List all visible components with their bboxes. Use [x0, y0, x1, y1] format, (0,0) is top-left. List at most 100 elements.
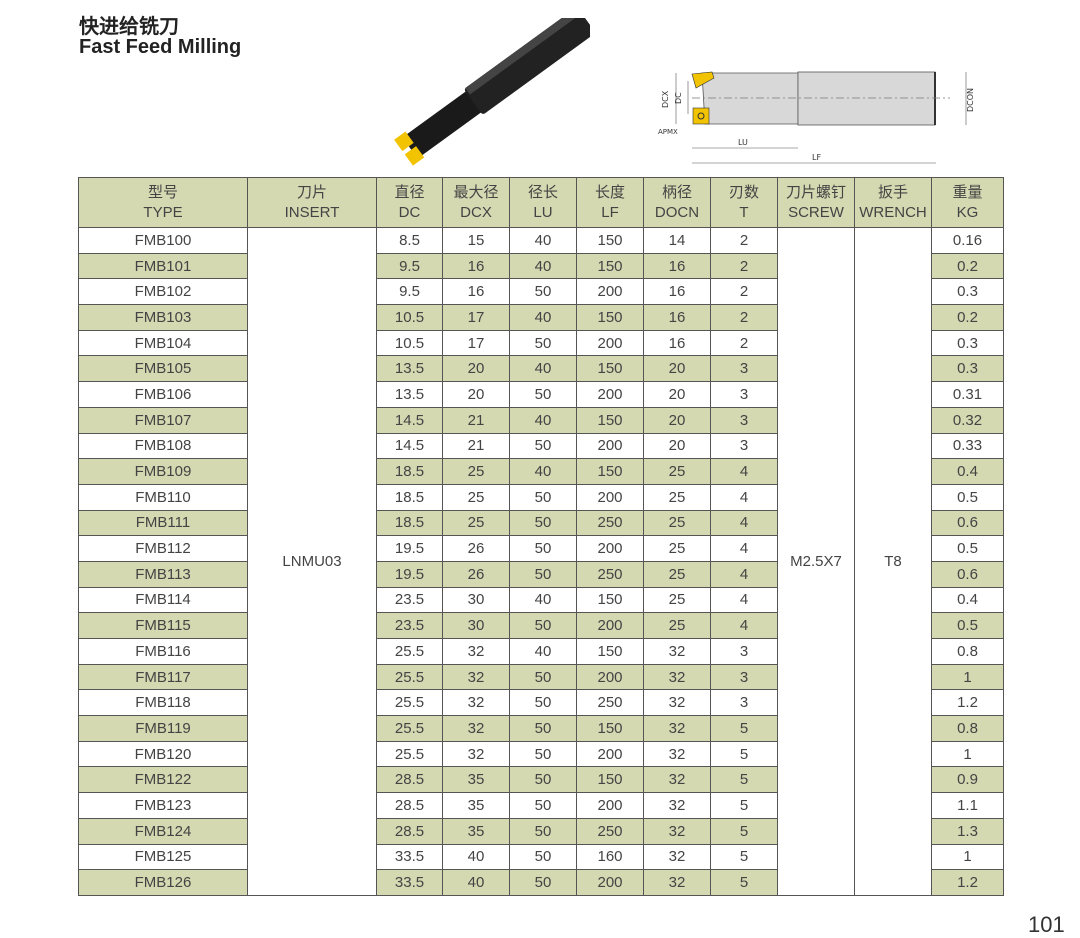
type-cell: FMB101: [78, 252, 248, 280]
column-header-en: T: [739, 203, 749, 221]
weight-cell: 0.9: [931, 766, 1004, 794]
teeth-cell: 2: [710, 227, 778, 254]
teeth-cell: 5: [710, 843, 778, 871]
docn-cell: 32: [643, 766, 711, 794]
lu-cell: 50: [509, 663, 577, 691]
type-cell: FMB106: [78, 381, 248, 408]
table-row: FMB108 14.5 21 50 200 20 3 0.33: [78, 432, 1004, 460]
dcx-cell: 25: [442, 509, 510, 537]
dc-cell: 14.5: [376, 432, 443, 460]
type-cell: FMB100: [78, 227, 248, 254]
teeth-cell: 5: [710, 766, 778, 794]
dc-cell: 28.5: [376, 766, 443, 794]
lu-cell: 50: [509, 278, 577, 306]
teeth-cell: 4: [710, 458, 778, 485]
dc-cell: 33.5: [376, 869, 443, 896]
teeth-cell: 4: [710, 509, 778, 537]
type-cell: FMB114: [78, 586, 248, 614]
type-cell: FMB126: [78, 869, 248, 896]
lf-cell: 200: [576, 329, 644, 357]
weight-cell: 0.4: [931, 586, 1004, 614]
table-header: 型号 TYPE 刀片 INSERT 直径 DC 最大径 DCX 径长 LU 长度 LF 柄径 DOCN 刃数…: [78, 177, 1004, 228]
lf-cell: 200: [576, 612, 644, 639]
teeth-cell: 4: [710, 483, 778, 511]
lu-cell: 40: [509, 406, 577, 434]
lf-cell: 160: [576, 843, 644, 871]
lf-cell: 200: [576, 740, 644, 768]
docn-cell: 32: [643, 715, 711, 742]
table-row: FMB119 25.5 32 50 150 32 5 0.8: [78, 715, 1004, 742]
lu-cell: 40: [509, 252, 577, 280]
dcx-cell: 20: [442, 381, 510, 408]
column-header-en: LU: [533, 203, 553, 221]
column-header: 长度 LF: [576, 177, 644, 228]
lu-cell: 50: [509, 560, 577, 588]
lu-cell: 50: [509, 792, 577, 819]
column-header-cn: 柄径: [661, 183, 692, 201]
docn-cell: 16: [643, 329, 711, 357]
type-cell: FMB119: [78, 715, 248, 742]
lu-cell: 50: [509, 432, 577, 460]
lu-label: LU: [738, 138, 748, 147]
lu-cell: 50: [509, 689, 577, 717]
type-cell: FMB110: [78, 483, 248, 511]
dc-cell: 23.5: [376, 612, 443, 639]
dc-cell: 10.5: [376, 304, 443, 331]
specification-table: 型号 TYPE 刀片 INSERT 直径 DC 最大径 DCX 径长 LU 长度 LF 柄径 DOCN 刃数…: [78, 177, 1004, 896]
lf-cell: 200: [576, 432, 644, 460]
lu-cell: 50: [509, 509, 577, 537]
teeth-cell: 3: [710, 355, 778, 383]
table-row: FMB111 18.5 25 50 250 25 4 0.6: [78, 509, 1004, 537]
weight-cell: 1: [931, 740, 1004, 768]
lf-cell: 150: [576, 406, 644, 434]
dcx-cell: 17: [442, 304, 510, 331]
lu-cell: 40: [509, 227, 577, 254]
lf-cell: 200: [576, 535, 644, 562]
dc-cell: 25.5: [376, 638, 443, 665]
weight-cell: 1.2: [931, 689, 1004, 717]
lu-cell: 50: [509, 843, 577, 871]
column-header-cn: 刃数: [728, 183, 759, 201]
dcx-cell: 30: [442, 586, 510, 614]
table-row: FMB126 33.5 40 50 200 32 5 1.2: [78, 869, 1004, 896]
weight-cell: 0.5: [931, 535, 1004, 562]
type-cell: FMB113: [78, 560, 248, 588]
table-row: FMB115 23.5 30 50 200 25 4 0.5: [78, 612, 1004, 639]
column-header: 径长 LU: [509, 177, 577, 228]
weight-cell: 1.3: [931, 817, 1004, 845]
lf-label: LF: [812, 153, 821, 162]
dc-cell: 19.5: [376, 535, 443, 562]
column-header-en: WRENCH: [859, 203, 927, 221]
screw-cell: M2.5X7: [777, 227, 855, 896]
lf-cell: 250: [576, 560, 644, 588]
teeth-cell: 2: [710, 252, 778, 280]
type-cell: FMB120: [78, 740, 248, 768]
lu-cell: 50: [509, 329, 577, 357]
lu-cell: 50: [509, 869, 577, 896]
dcx-cell: 32: [442, 638, 510, 665]
dcx-cell: 35: [442, 792, 510, 819]
teeth-cell: 2: [710, 329, 778, 357]
type-cell: FMB125: [78, 843, 248, 871]
lf-cell: 250: [576, 689, 644, 717]
dc-cell: 25.5: [376, 715, 443, 742]
weight-cell: 0.2: [931, 304, 1004, 331]
lf-cell: 200: [576, 483, 644, 511]
type-cell: FMB112: [78, 535, 248, 562]
table-row: FMB103 10.5 17 40 150 16 2 0.2: [78, 304, 1004, 331]
weight-cell: 1: [931, 843, 1004, 871]
weight-cell: 0.8: [931, 715, 1004, 742]
docn-cell: 25: [643, 458, 711, 485]
teeth-cell: 5: [710, 817, 778, 845]
dcx-cell: 26: [442, 560, 510, 588]
lf-cell: 150: [576, 227, 644, 254]
docn-cell: 16: [643, 278, 711, 306]
teeth-cell: 5: [710, 740, 778, 768]
docn-cell: 32: [643, 843, 711, 871]
lu-cell: 40: [509, 355, 577, 383]
weight-cell: 0.3: [931, 355, 1004, 383]
lf-cell: 150: [576, 715, 644, 742]
dc-cell: 25.5: [376, 689, 443, 717]
lu-cell: 50: [509, 535, 577, 562]
dc-cell: 18.5: [376, 483, 443, 511]
